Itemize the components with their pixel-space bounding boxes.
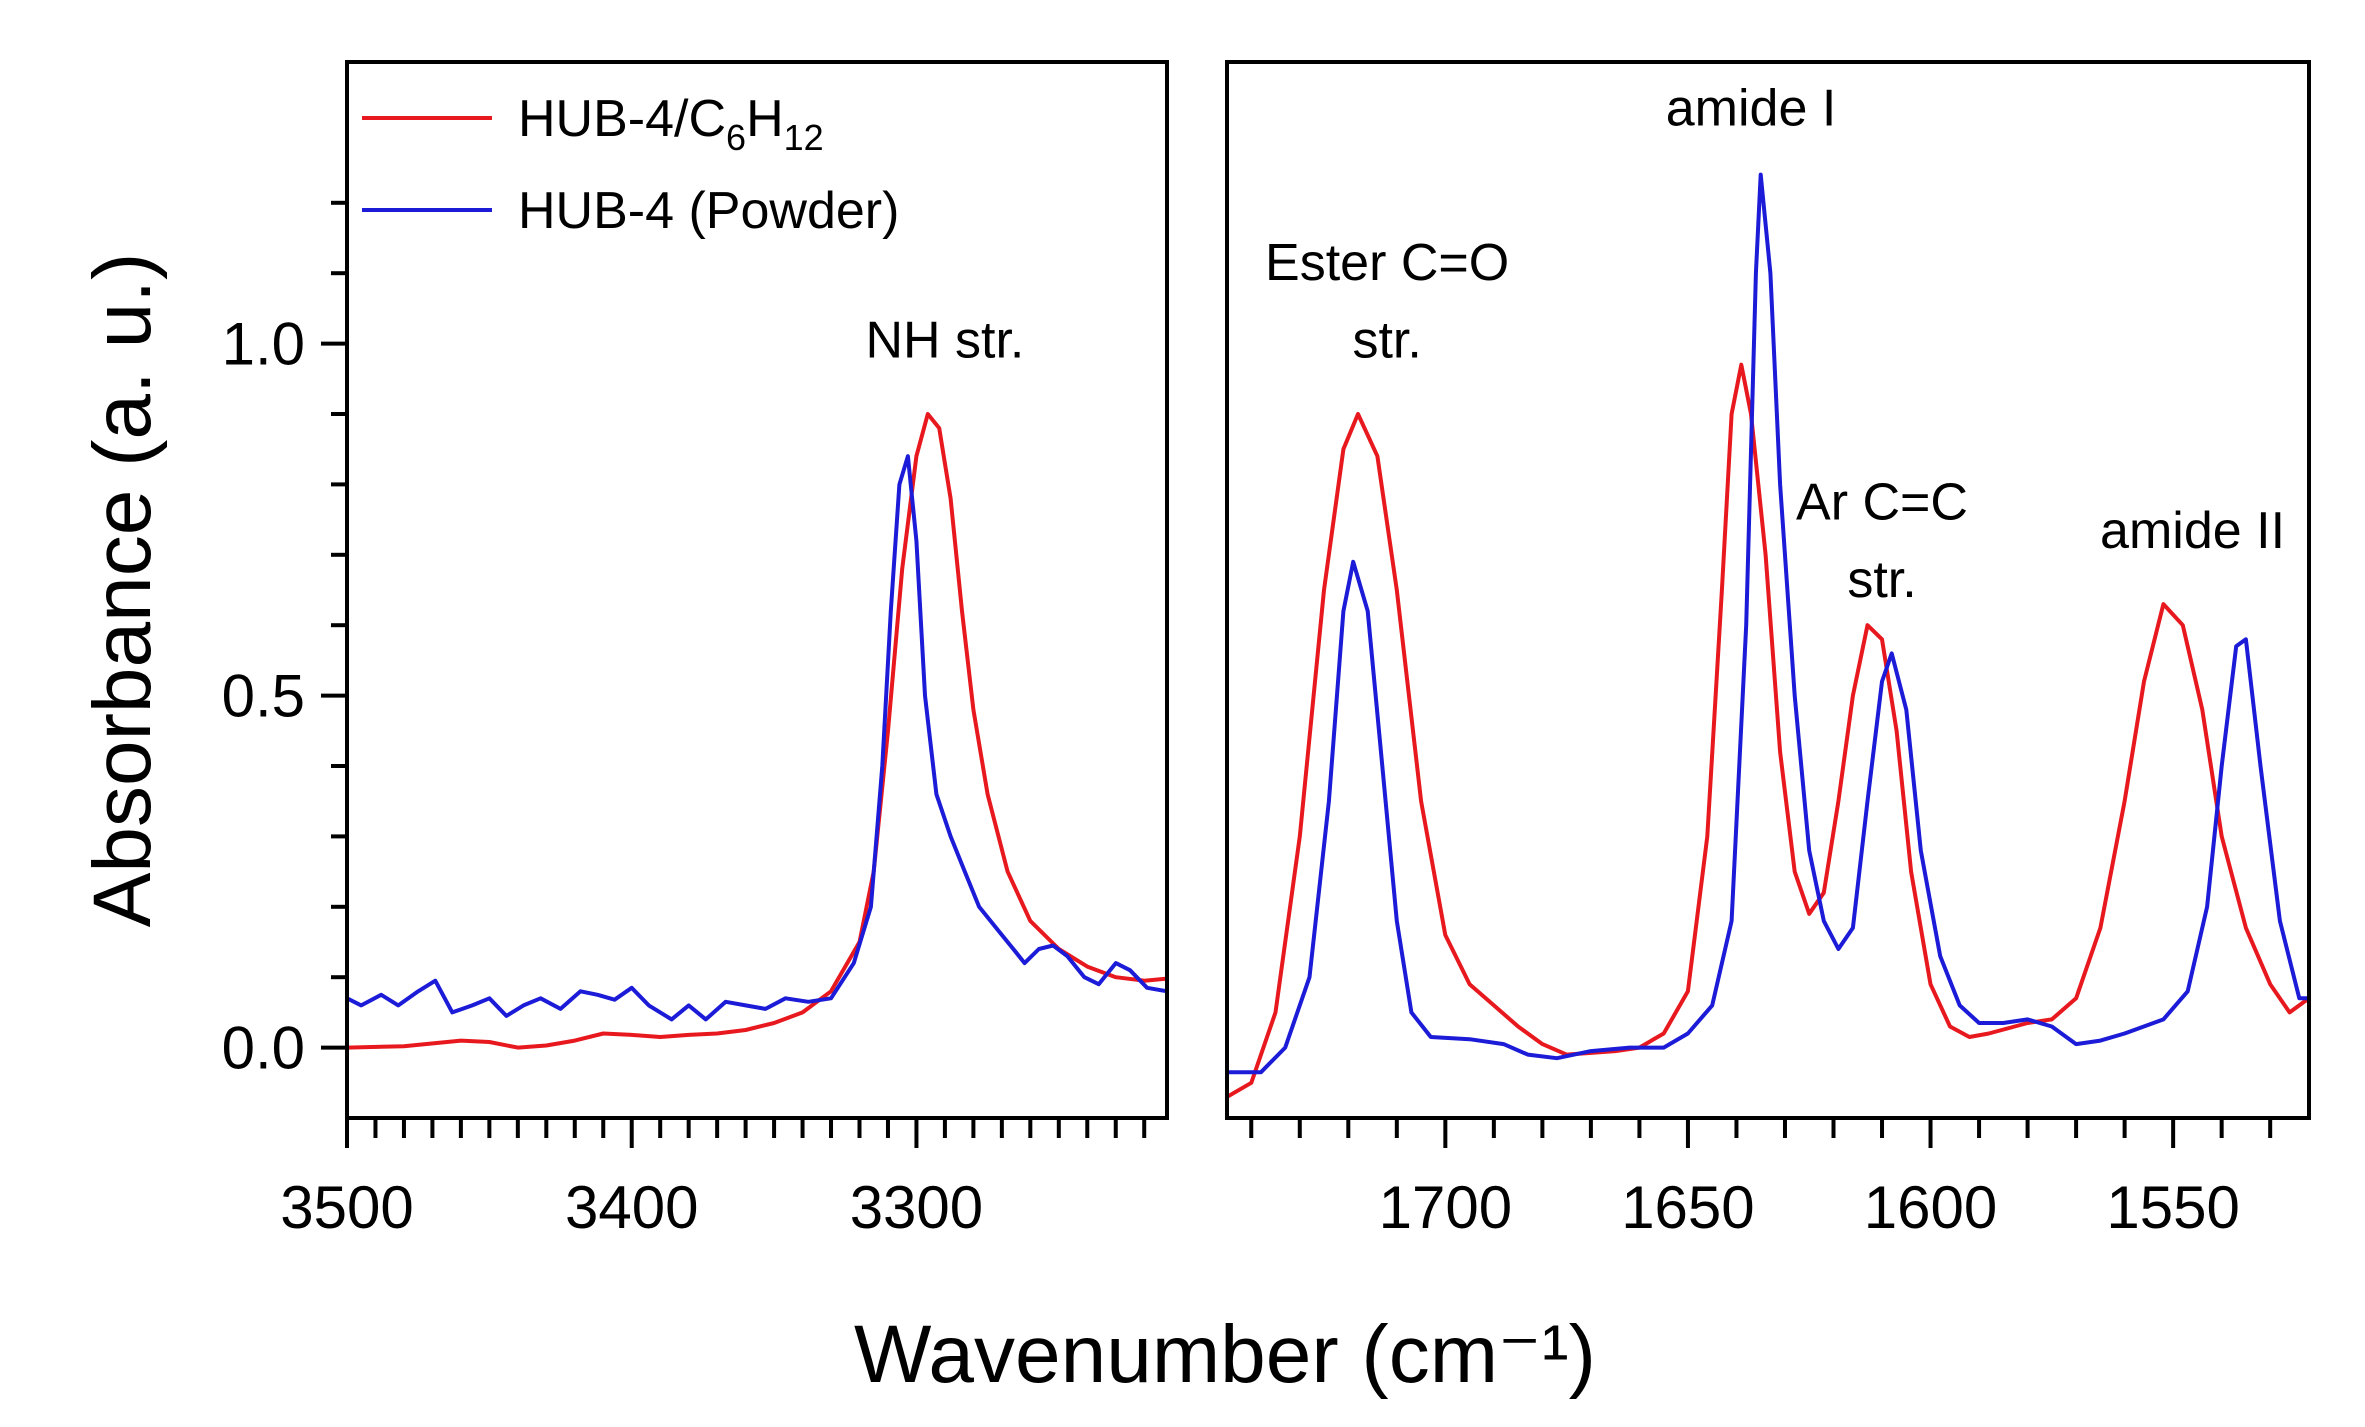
peak-annotation: amide I (1666, 79, 1837, 137)
peak-annotation: Ester C=O (1265, 234, 1509, 292)
left-series-group (347, 412, 1167, 1050)
right-series-group (1227, 172, 2309, 1099)
right-series-hub4-powder-line (1227, 172, 2309, 1075)
peak-annotation: Ar C=C (1796, 474, 1968, 532)
right-panel: 1700 1650 1600 1550 Ester C=O str. amide I Ar … (1225, 60, 2311, 1241)
left-y-axis: 0.0 0.5 1.0 (222, 200, 345, 1082)
legend: HUB-4/C6H12 HUB-4 (Powder) (362, 90, 899, 240)
y-tick-label: 0.5 (222, 663, 305, 730)
right-x-tick-label: 1700 (1379, 1174, 1512, 1241)
peak-annotation: str. (1847, 551, 1916, 609)
left-x-tick-label: 3400 (565, 1174, 698, 1241)
y-tick-label: 0.0 (222, 1015, 305, 1082)
legend-label-hub4-c6h12: HUB-4/C6H12 (518, 90, 824, 158)
left-x-tick-label: 3300 (850, 1174, 983, 1241)
left-panel: 3500 3400 3300 0.0 0.5 1.0 NH str. HUB-4/C6H… (222, 60, 1169, 1241)
left-plot-frame (345, 60, 1169, 1120)
peak-annotation: NH str. (865, 312, 1024, 370)
right-x-axis: 1700 1650 1600 1550 (1249, 1120, 2273, 1241)
left-series-hub4-c6h12-line (347, 412, 1167, 1050)
right-annotations: Ester C=O str. amide I Ar C=C str. amide II (1265, 79, 2285, 609)
legend-label-hub4-powder: HUB-4 (Powder) (518, 182, 899, 240)
left-x-tick-label: 3500 (280, 1174, 413, 1241)
right-plot-frame (1225, 60, 2311, 1120)
right-x-tick-label: 1650 (1621, 1174, 1754, 1241)
right-series-hub4-c6h12-line (1227, 362, 2309, 1099)
x-axis-title: Wavenumber (cm⁻¹) (854, 1309, 1596, 1400)
right-x-tick-label: 1600 (1864, 1174, 1997, 1241)
left-x-axis: 3500 3400 3300 (280, 1120, 1147, 1241)
right-x-tick-label: 1550 (2106, 1174, 2239, 1241)
left-series-hub4-powder-line (347, 454, 1167, 1022)
peak-annotation: amide II (2100, 502, 2285, 560)
peak-annotation: str. (1352, 312, 1421, 370)
y-axis-title: Absorbance (a. u.) (77, 253, 168, 928)
y-tick-label: 1.0 (222, 311, 305, 378)
left-annotations: NH str. (865, 312, 1024, 370)
